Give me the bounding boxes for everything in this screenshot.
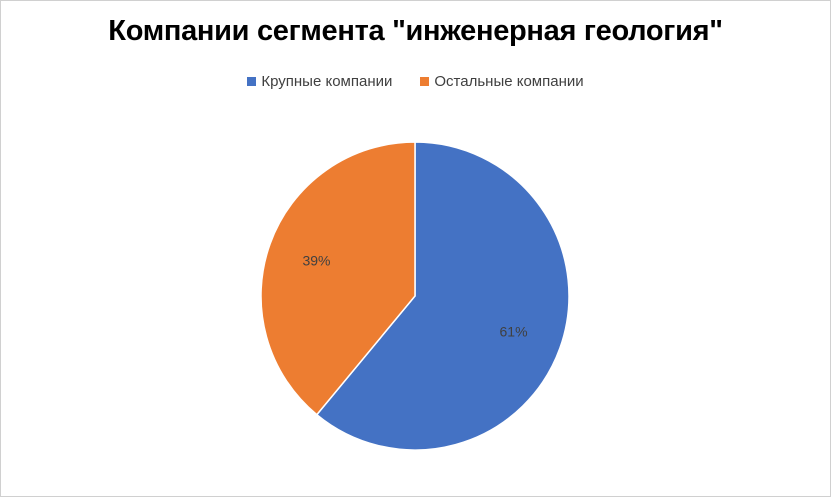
data-label-other-companies: 39%: [302, 253, 330, 269]
pie-slice-large-companies: [315, 141, 570, 451]
legend-label-large-companies: Крупные компании: [261, 73, 393, 90]
legend-swatch-other-companies: [420, 77, 430, 86]
chart-title: Компании сегмента "инженерная геология": [108, 15, 723, 47]
chart-legend: Крупные компании Остальные компании: [1, 73, 830, 90]
legend-label-other-companies: Остальные компании: [434, 73, 584, 90]
pie-slice-other-companies: [260, 141, 416, 416]
data-label-large-companies: 61%: [500, 323, 528, 339]
legend-item-large-companies: Крупные компании: [247, 73, 392, 90]
legend-swatch-large-companies: [247, 77, 257, 86]
legend-item-other-companies: Остальные компании: [420, 73, 584, 90]
